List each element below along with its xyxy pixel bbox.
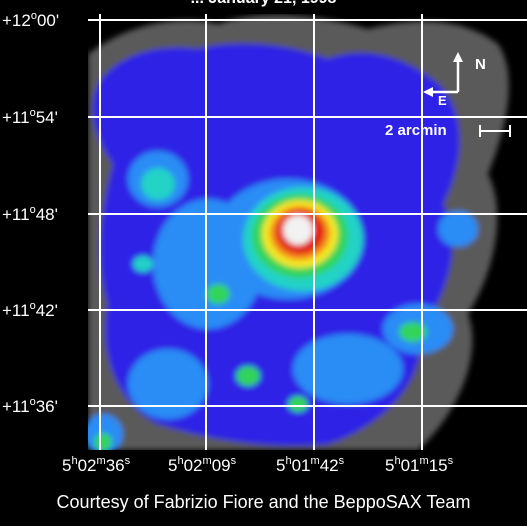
ra-label: 5h01m15s — [385, 455, 454, 475]
east-arrowhead — [423, 87, 433, 97]
image-credit: Courtesy of Fabrizio Fiore and the Beppo… — [56, 492, 471, 512]
dec-label: +11o48' — [2, 204, 58, 224]
green-spot — [399, 322, 427, 342]
cyan-spot — [133, 256, 153, 272]
compass — [423, 52, 463, 97]
ra-label: 5h02m36s — [62, 455, 131, 475]
scale-bar — [479, 125, 511, 137]
green-spot — [206, 284, 230, 304]
ra-label: 5h02m09s — [168, 455, 237, 475]
coordinate-grid — [88, 14, 527, 450]
east-label: E — [438, 93, 447, 108]
observation-date-title: ... January 21, 1998 — [0, 0, 527, 8]
xray-image-svg — [88, 14, 527, 450]
dec-label: +11o36' — [2, 396, 58, 416]
ra-label: 5h01m42s — [276, 455, 345, 475]
green-spot — [236, 366, 260, 386]
emission-map — [88, 14, 509, 450]
scale-label: 2 arcmin — [385, 122, 447, 139]
green-spot — [94, 433, 112, 450]
dec-label: +12o00' — [2, 10, 60, 30]
cyan-spot — [141, 168, 175, 200]
dec-label: +11o54' — [2, 107, 58, 127]
green-spot — [288, 396, 308, 412]
source-core — [283, 215, 313, 245]
light-blue-blob — [128, 349, 208, 419]
dec-label: +11o42' — [2, 300, 58, 320]
xray-image — [88, 14, 527, 450]
light-blue-blob — [438, 211, 478, 247]
north-arrowhead — [453, 52, 463, 62]
north-label: N — [475, 56, 486, 73]
light-blue-blob — [293, 334, 403, 404]
